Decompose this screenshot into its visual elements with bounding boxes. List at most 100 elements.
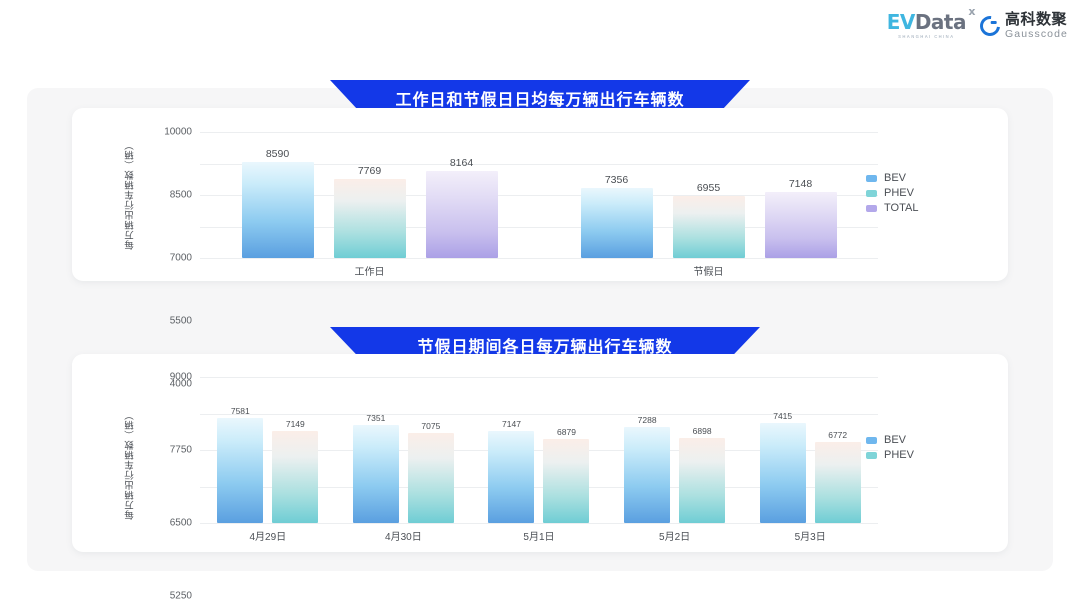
bar-value-label: 6879 <box>557 426 576 437</box>
bar-group-inner: 7288 6898 <box>624 377 726 523</box>
legend-label: PHEV <box>884 449 914 461</box>
bar-group: 7288 6898 <box>607 377 743 523</box>
x-axis-category-label: 工作日 <box>354 267 385 278</box>
bar-value-label: 7149 <box>285 419 305 430</box>
evdata-logo: EVData x SHANGHAI CHINA <box>886 6 976 40</box>
evdata-data-text: Data <box>914 10 967 35</box>
legend-label: BEV <box>884 434 907 446</box>
evdata-subtitle: SHANGHAI CHINA <box>898 34 955 40</box>
bar-container: 8590 7769 8164 7356 6955 7148 <box>200 132 878 258</box>
gausscode-circle-icon <box>975 11 1005 40</box>
gridline: 7000 <box>170 195 878 264</box>
x-axis-category-label: 4月30日 <box>385 532 422 543</box>
bar-group: 7581 7149 <box>200 377 336 523</box>
chart-1-legend: BEV PHEV TOTAL <box>866 172 918 214</box>
bar-value-label: 7415 <box>773 411 793 422</box>
bar-group: 7356 6955 7148 <box>539 132 878 258</box>
y-axis-tick-label: 10000 <box>164 126 192 138</box>
y-axis-tick-label: 7000 <box>169 252 192 264</box>
bar-phev[interactable] <box>814 442 861 523</box>
bar-item[interactable]: 7356 <box>580 132 653 258</box>
bar-item[interactable]: 6772 <box>814 377 861 523</box>
bar-total[interactable] <box>764 191 837 258</box>
bar-total[interactable] <box>425 170 498 258</box>
x-axis-category-label: 4月29日 <box>249 532 287 543</box>
legend-item-phev[interactable]: PHEV <box>866 449 914 461</box>
legend-label: PHEV <box>884 187 914 199</box>
bar-phev[interactable] <box>272 431 319 523</box>
evdata-ev-text: EV <box>886 10 916 35</box>
gridline: 10000 <box>164 127 878 138</box>
bar-group-inner: 8590 7769 8164 <box>241 132 498 258</box>
bar-item[interactable]: 7415 <box>759 377 806 523</box>
legend-item-total[interactable]: TOTAL <box>866 202 918 214</box>
bar-phev[interactable] <box>679 438 726 523</box>
bar-item[interactable]: 7149 <box>272 377 319 523</box>
bar-item[interactable]: 7075 <box>407 377 454 523</box>
evdata-wordmark: EVData x <box>886 6 976 35</box>
bar-item[interactable]: 6898 <box>679 377 726 523</box>
bar-bev[interactable] <box>352 425 399 523</box>
bar-group: 8590 7769 8164 <box>200 132 539 258</box>
bar-item[interactable]: 7148 <box>764 132 837 258</box>
bar-bev[interactable] <box>759 423 806 523</box>
bar-phev[interactable] <box>333 178 406 258</box>
chart-1-plot-area: 10000 8500 7000 5500 4000 8590 7769 8164 7356 695… <box>164 127 878 390</box>
y-axis-tick-label: 7750 <box>169 444 192 456</box>
legend-swatch-icon <box>866 204 877 212</box>
y-axis-tick-label: 5250 <box>169 590 192 602</box>
bar-value-label: 7581 <box>230 406 250 417</box>
bar-item[interactable]: 7581 <box>217 377 264 523</box>
chart-2: 每万辆出行车辆数（辆） 9000 7750 6500 5250 4000 7581 7149… <box>118 365 878 602</box>
y-axis-tick-label: 5500 <box>169 315 192 327</box>
x-axis-category-label: 5月3日 <box>794 532 826 543</box>
legend-item-phev[interactable]: PHEV <box>866 187 918 199</box>
bar-value-label: 8590 <box>265 147 290 160</box>
bar-phev[interactable] <box>672 195 745 258</box>
bar-group: 7415 6772 <box>742 377 878 523</box>
gridline: 9000 <box>170 372 878 383</box>
bar-value-label: 7351 <box>366 413 386 424</box>
bar-value-label: 7075 <box>421 421 441 432</box>
bar-value-label: 8164 <box>449 156 474 169</box>
chart-2-y-axis-title: 每万辆出行车辆数（辆） <box>125 410 136 520</box>
legend-swatch-icon <box>866 189 877 197</box>
legend-swatch-icon <box>866 174 877 182</box>
bar-item[interactable]: 7147 <box>488 377 535 523</box>
bar-item[interactable]: 6879 <box>543 377 590 523</box>
bar-bev[interactable] <box>624 427 671 523</box>
bar-item[interactable]: 8164 <box>425 132 498 258</box>
gridline: 6500 <box>170 450 878 529</box>
gridline: 5250 <box>170 486 878 602</box>
legend-item-bev[interactable]: BEV <box>866 434 914 446</box>
bar-bev[interactable] <box>580 187 653 258</box>
bar-phev[interactable] <box>407 433 454 523</box>
gausscode-chinese-name: 高科数聚 <box>1004 11 1067 28</box>
legend-label: TOTAL <box>884 202 919 214</box>
bar-item[interactable]: 7288 <box>624 377 671 523</box>
bar-bev[interactable] <box>241 161 314 258</box>
bar-bev[interactable] <box>488 431 535 523</box>
chart-2-plot-area: 9000 7750 6500 5250 4000 7581 7149 7351 7075 7147… <box>170 372 878 602</box>
chart-1-y-axis-title: 每万辆出行车辆数（辆） <box>125 140 136 250</box>
bar-value-label: 6772 <box>828 430 848 441</box>
bar-item[interactable]: 6955 <box>672 132 745 258</box>
bar-item[interactable]: 7351 <box>352 377 399 523</box>
bar-value-label: 7769 <box>357 164 382 177</box>
bar-value-label: 6898 <box>692 426 712 437</box>
x-axis-category-label: 节假日 <box>693 267 724 278</box>
bar-item[interactable]: 7769 <box>333 132 406 258</box>
x-axis-category-label: 5月1日 <box>523 532 555 543</box>
gausscode-english-name: Gausscode <box>1004 28 1068 40</box>
legend-item-bev[interactable]: BEV <box>866 172 918 184</box>
bar-bev[interactable] <box>217 418 264 523</box>
bar-phev[interactable] <box>543 438 590 523</box>
header-logos: EVData x SHANGHAI CHINA 高科数聚 Gausscode <box>886 6 1068 40</box>
gridline: 7750 <box>170 413 878 456</box>
bar-group: 7351 7075 <box>336 377 472 523</box>
x-axis-category-label: 5月2日 <box>659 532 691 543</box>
bar-item[interactable]: 8590 <box>241 132 314 258</box>
y-axis-tick-label: 6500 <box>169 517 192 529</box>
gridline: 4000 <box>200 523 878 524</box>
